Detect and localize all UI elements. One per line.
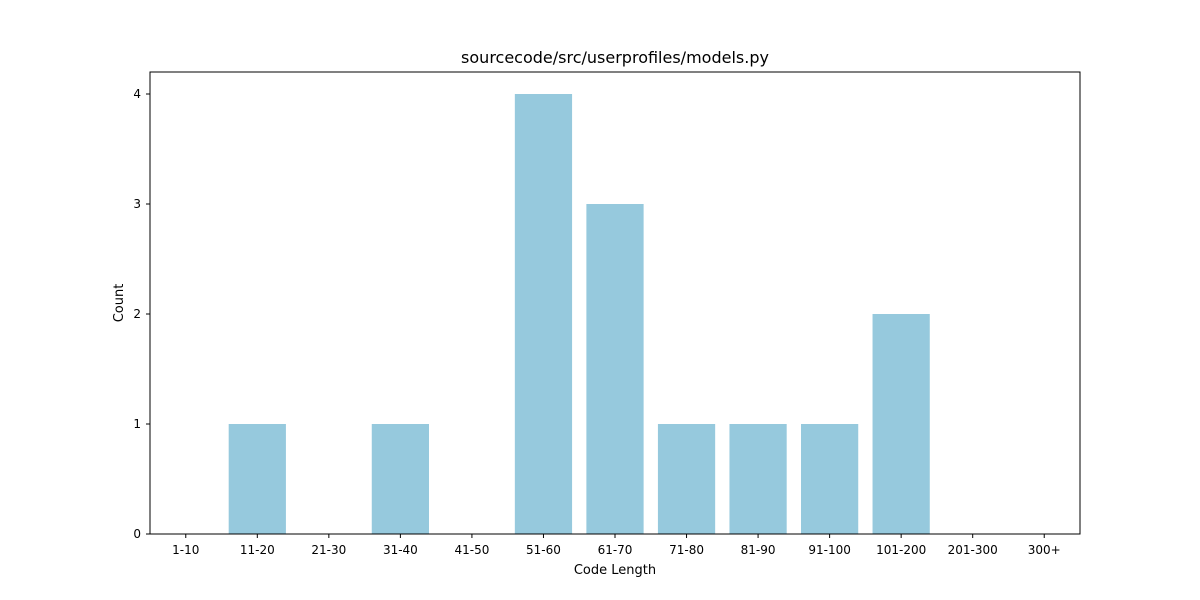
x-tick-label: 91-100 — [808, 543, 851, 557]
bar-91-100 — [801, 424, 859, 534]
y-tick-label: 1 — [133, 417, 141, 431]
x-tick-label: 201-300 — [948, 543, 998, 557]
chart-title: sourcecode/src/userprofiles/models.py — [461, 48, 769, 67]
bar-51-60 — [514, 94, 573, 534]
bar-61-70 — [586, 204, 644, 534]
x-axis-label: Code Length — [574, 563, 656, 578]
y-axis-label: Count — [112, 284, 127, 323]
x-tick-label: 71-80 — [669, 543, 704, 557]
y-tick-label: 3 — [133, 197, 141, 211]
plot-frame — [149, 71, 1081, 535]
x-tick-label: 61-70 — [598, 543, 633, 557]
x-axis-ticks: 1-10 11-20 21-30 31-40 41-50 51-60 61-70 71-80 8… — [172, 534, 1061, 557]
bar-101-200 — [872, 314, 930, 534]
x-tick-label: 21-30 — [311, 543, 346, 557]
x-tick-label: 101-200 — [876, 543, 926, 557]
y-tick-label: 2 — [133, 307, 141, 321]
y-tick-label: 4 — [133, 87, 141, 101]
y-tick-label: 0 — [133, 527, 141, 541]
bar-11-20 — [228, 424, 286, 534]
bar-71-80 — [657, 424, 716, 534]
x-tick-label: 1-10 — [172, 543, 199, 557]
x-tick-label: 300+ — [1028, 543, 1061, 557]
bars-group — [228, 94, 930, 534]
x-tick-label: 51-60 — [526, 543, 561, 557]
x-tick-label: 81-90 — [741, 543, 776, 557]
x-tick-label: 31-40 — [383, 543, 418, 557]
y-axis-ticks: 0 1 2 3 4 — [133, 87, 150, 541]
bar-31-40 — [371, 424, 429, 534]
x-tick-label: 11-20 — [240, 543, 275, 557]
bar-81-90 — [729, 424, 787, 534]
x-tick-label: 41-50 — [454, 543, 489, 557]
